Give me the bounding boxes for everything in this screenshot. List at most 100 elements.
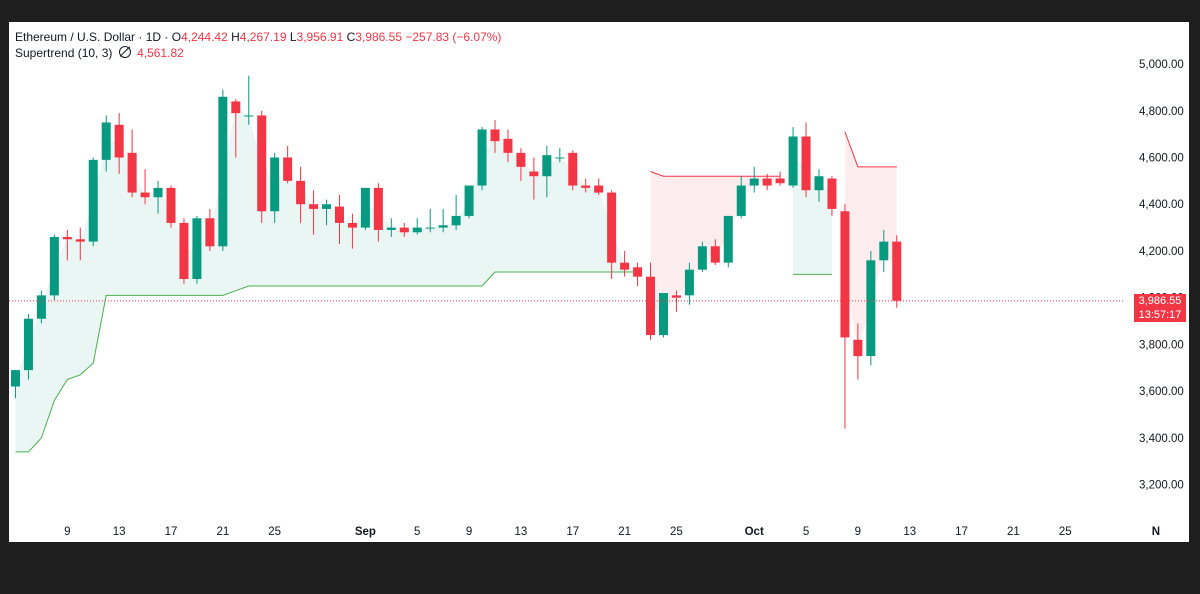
candle-body	[49, 236, 59, 296]
candle-body	[762, 178, 772, 186]
y-tick-label: 3,800.00	[1139, 339, 1184, 351]
candle-body	[827, 178, 837, 209]
high-value: 4,267.19	[239, 30, 287, 44]
x-tick-label: 21	[618, 526, 631, 538]
candle-body	[425, 227, 435, 229]
candle-body	[671, 295, 681, 298]
candle-body	[360, 187, 370, 228]
candle-body	[192, 218, 202, 280]
candle-body	[555, 157, 565, 159]
eye-off-icon[interactable]	[118, 46, 131, 58]
candle-body	[244, 115, 254, 117]
x-tick-label: 25	[670, 526, 683, 538]
candle-body	[205, 218, 215, 247]
candle-body	[723, 215, 733, 263]
candle-body	[257, 115, 267, 212]
candle-body	[451, 215, 461, 226]
x-tick-label: 21	[1007, 526, 1020, 538]
candle-body	[801, 136, 811, 191]
indicator-name[interactable]: Supertrend (10, 3)	[15, 46, 113, 60]
candle-body	[788, 136, 798, 186]
low-key: L	[289, 30, 297, 44]
supertrend-up-2-fill	[793, 161, 832, 275]
candle-body	[347, 222, 357, 228]
chart-frame[interactable]: 3,200.003,400.003,600.003,800.004,000.00…	[9, 22, 1189, 542]
y-tick-label: 3,600.00	[1139, 386, 1184, 398]
candle-body	[646, 276, 656, 336]
candle-body	[231, 101, 241, 114]
y-tick-label: 4,200.00	[1139, 246, 1184, 258]
supertrend-down-2-line	[844, 131, 897, 168]
last-price-label: 3,986.55	[1138, 294, 1182, 307]
high-key: H	[231, 30, 240, 44]
x-tick-label: 21	[216, 526, 229, 538]
x-tick-label: 13	[113, 526, 126, 538]
candlestick-chart[interactable]: 3,200.003,400.003,600.003,800.004,000.00…	[9, 22, 1189, 542]
x-tick-label: 25	[268, 526, 281, 538]
candle-body	[697, 246, 707, 270]
candle-body	[684, 269, 694, 296]
candle-body	[36, 295, 46, 319]
candle-body	[879, 241, 889, 261]
supertrend-up-line	[15, 271, 638, 453]
candle-body	[153, 187, 163, 198]
y-tick-label: 3,200.00	[1139, 480, 1184, 492]
x-tick-label: Oct	[745, 526, 764, 538]
candle-body	[581, 185, 591, 188]
y-tick-label: 4,600.00	[1139, 153, 1184, 165]
y-tick-label: 5,000.00	[1139, 59, 1184, 71]
candle-body	[296, 180, 306, 205]
candle-body	[179, 222, 189, 280]
x-tick-label: 13	[903, 526, 916, 538]
y-tick-label: 4,800.00	[1139, 106, 1184, 118]
ohlc-legend: Ethereum / U.S. Dollar · 1D · O4,244.42 …	[15, 30, 501, 45]
close-key: C	[346, 30, 356, 44]
candle-body	[283, 157, 293, 181]
y-tick-label: 4,400.00	[1139, 199, 1184, 211]
open-key: O	[171, 30, 182, 44]
open-value: 4,244.42	[181, 30, 228, 44]
candle-body	[607, 192, 617, 263]
candle-body	[218, 96, 228, 247]
candle-body	[75, 239, 85, 242]
x-tick-label: 5	[414, 526, 420, 538]
candle-body	[62, 236, 72, 240]
candle-body	[464, 185, 474, 216]
x-tick-label: 5	[803, 526, 809, 538]
candle-body	[23, 318, 33, 371]
candle-body	[127, 152, 137, 193]
candle-body	[412, 227, 422, 233]
indicator-legend[interactable]: Supertrend (10, 3) 4,561.82	[15, 45, 184, 61]
candle-body	[710, 246, 720, 263]
candle-body	[386, 227, 396, 230]
candle-body	[516, 152, 526, 167]
candle-body	[88, 159, 98, 242]
candle-body	[322, 204, 332, 209]
supertrend-down-2-fill	[844, 131, 897, 348]
candle-body	[853, 339, 863, 357]
change-value: −257.83 (−6.07%)	[405, 30, 502, 44]
supertrend-up-fill	[15, 107, 638, 452]
candle-body	[270, 157, 280, 212]
close-value: 3,986.55	[355, 30, 402, 44]
candle-body	[399, 227, 409, 233]
candle-body	[503, 138, 513, 153]
candle-body	[594, 185, 604, 193]
candle-body	[542, 155, 552, 177]
low-value: 3,956.91	[296, 30, 344, 44]
bar-countdown-label: 13:57:17	[1138, 308, 1182, 321]
x-tick-label: Sep	[355, 526, 376, 538]
candle-body	[490, 129, 500, 142]
candle-body	[334, 206, 344, 223]
candle-body	[140, 192, 150, 198]
candle-body	[840, 211, 850, 338]
last-price-badge: 3,986.55 13:57:17	[1134, 293, 1186, 322]
x-tick-label: 9	[466, 526, 472, 538]
candle-body	[477, 129, 487, 186]
candle-body	[814, 176, 824, 191]
candle-body	[892, 241, 902, 301]
candle-body	[620, 262, 630, 270]
candle-body	[658, 293, 668, 336]
candle-body	[114, 124, 124, 158]
x-tick-label: 17	[566, 526, 579, 538]
